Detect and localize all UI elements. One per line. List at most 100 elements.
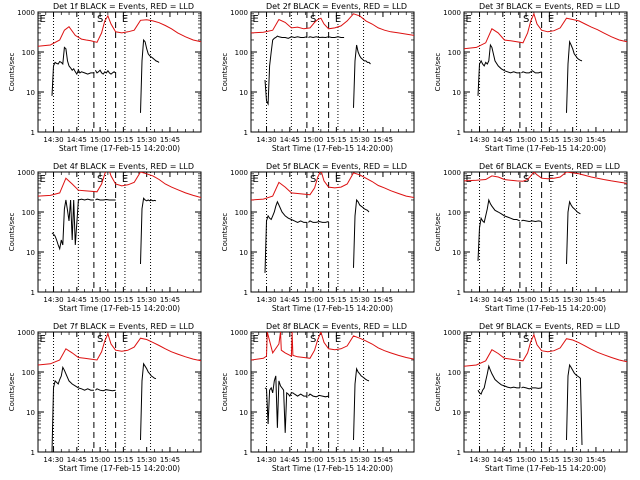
events-series-line	[140, 38, 160, 113]
lld-series-line	[38, 172, 201, 198]
x-tick-label: 15:45	[373, 296, 393, 304]
x-tick-label: 14:45	[67, 136, 87, 144]
x-axis-label: Start Time (17-Feb-15 14:20:00)	[59, 304, 180, 313]
lld-series-line	[251, 332, 414, 361]
plot-frame	[37, 171, 202, 293]
chart-title: Det 4f BLACK = Events, RED = LLD	[53, 162, 194, 171]
x-tick-label: 15:00	[516, 136, 536, 144]
period-marker: E	[335, 14, 341, 25]
x-tick-label: 14:45	[67, 456, 87, 464]
lld-series-line	[38, 14, 201, 47]
y-tick-label: 100	[22, 209, 35, 217]
period-marker: S	[310, 14, 316, 25]
y-tick-label: 100	[22, 49, 35, 57]
chart-title: Det 9f BLACK = Events, RED = LLD	[479, 322, 620, 331]
y-tick-label: 10	[239, 409, 248, 417]
chart-panel: Det 5f BLACK = Events, RED = LLD 1 10 100 10…	[221, 162, 415, 313]
y-axis-label: Counts/sec	[434, 213, 442, 252]
x-tick-label: 15:15	[539, 296, 559, 304]
y-tick-label: 1	[244, 449, 248, 457]
x-tick-label: 14:30	[43, 296, 63, 304]
x-tick-label: 15:45	[160, 456, 180, 464]
x-tick-label: 15:00	[303, 456, 323, 464]
plot-frame	[37, 11, 202, 133]
series-layer	[464, 333, 627, 446]
x-tick-label: 15:15	[113, 296, 133, 304]
events-series-line	[477, 364, 520, 395]
x-tick-label: 15:30	[137, 296, 157, 304]
y-tick-label: 1000	[17, 169, 35, 177]
x-tick-label: 15:45	[586, 456, 606, 464]
chart-title: Det 1f BLACK = Events, RED = LLD	[53, 2, 194, 11]
chart-title: Det 7f BLACK = Events, RED = LLD	[53, 322, 194, 331]
x-tick-label: 15:45	[160, 296, 180, 304]
y-tick-label: 1000	[443, 329, 461, 337]
y-tick-label: 10	[239, 249, 248, 257]
x-axis-label: Start Time (17-Feb-15 14:20:00)	[272, 304, 393, 313]
x-tick-label: 14:45	[493, 136, 513, 144]
y-axis-label: Counts/sec	[8, 53, 16, 92]
x-tick-label: 15:00	[90, 136, 110, 144]
x-axis-label: Start Time (17-Feb-15 14:20:00)	[485, 304, 606, 313]
events-series-line	[264, 375, 307, 433]
y-tick-label: 100	[235, 209, 248, 217]
chart-panel: Det 6f BLACK = Events, RED = LLD 1 10 100 10…	[434, 162, 628, 313]
y-axis-label: Counts/sec	[8, 373, 16, 412]
x-tick-label: 15:15	[113, 136, 133, 144]
x-axis-label: Start Time (17-Feb-15 14:20:00)	[485, 144, 606, 153]
y-axis-label: Counts/sec	[434, 53, 442, 92]
period-marker: E	[253, 334, 259, 345]
series-layer	[38, 332, 201, 452]
y-tick-label: 1	[31, 449, 35, 457]
x-tick-label: 15:15	[326, 456, 346, 464]
chart-panel: Det 3f BLACK = Events, RED = LLD 1 10 100 10…	[434, 2, 628, 153]
x-axis-label: Start Time (17-Feb-15 14:20:00)	[485, 464, 606, 473]
series-layer	[38, 14, 201, 113]
chart-title: Det 5f BLACK = Events, RED = LLD	[266, 162, 407, 171]
y-tick-label: 1	[31, 129, 35, 137]
period-marker: S	[523, 334, 529, 345]
x-tick-label: 14:30	[469, 136, 489, 144]
series-layer	[251, 172, 414, 273]
events-series-line	[264, 35, 308, 106]
y-tick-label: 100	[22, 369, 35, 377]
lld-series-line	[38, 332, 201, 366]
plot-frame	[37, 331, 202, 453]
period-marker: S	[97, 174, 103, 185]
y-tick-label: 100	[235, 369, 248, 377]
plot-frame	[463, 171, 628, 293]
y-tick-label: 1	[457, 449, 461, 457]
x-tick-label: 15:45	[160, 136, 180, 144]
period-marker: E	[548, 14, 554, 25]
chart-title: Det 6f BLACK = Events, RED = LLD	[479, 162, 620, 171]
period-marker: E	[466, 334, 472, 345]
x-tick-label: 15:15	[539, 136, 559, 144]
y-tick-label: 10	[452, 89, 461, 97]
plot-frame	[250, 171, 415, 293]
x-tick-label: 15:30	[137, 136, 157, 144]
period-marker: E	[253, 174, 259, 185]
chart-panel: Det 7f BLACK = Events, RED = LLD 1 10 100 10…	[8, 322, 202, 473]
y-tick-label: 10	[26, 249, 35, 257]
x-tick-label: 15:30	[563, 456, 583, 464]
x-tick-label: 15:15	[326, 296, 346, 304]
period-marker: E	[122, 334, 128, 345]
series-layer	[38, 172, 201, 265]
x-tick-label: 14:30	[469, 456, 489, 464]
x-axis-label: Start Time (17-Feb-15 14:20:00)	[59, 144, 180, 153]
y-tick-label: 1000	[443, 169, 461, 177]
x-tick-label: 14:45	[493, 296, 513, 304]
y-tick-label: 100	[448, 49, 461, 57]
y-tick-label: 100	[235, 49, 248, 57]
x-tick-label: 14:30	[43, 136, 63, 144]
y-tick-label: 1000	[17, 329, 35, 337]
events-series-line	[308, 220, 329, 223]
period-marker: E	[335, 174, 341, 185]
x-tick-label: 15:00	[90, 456, 110, 464]
y-tick-label: 1000	[230, 9, 248, 17]
y-tick-label: 1	[244, 289, 248, 297]
chart-panel: Det 9f BLACK = Events, RED = LLD 1 10 100 10…	[434, 322, 628, 473]
events-series-line	[95, 388, 116, 392]
period-marker: S	[97, 14, 103, 25]
